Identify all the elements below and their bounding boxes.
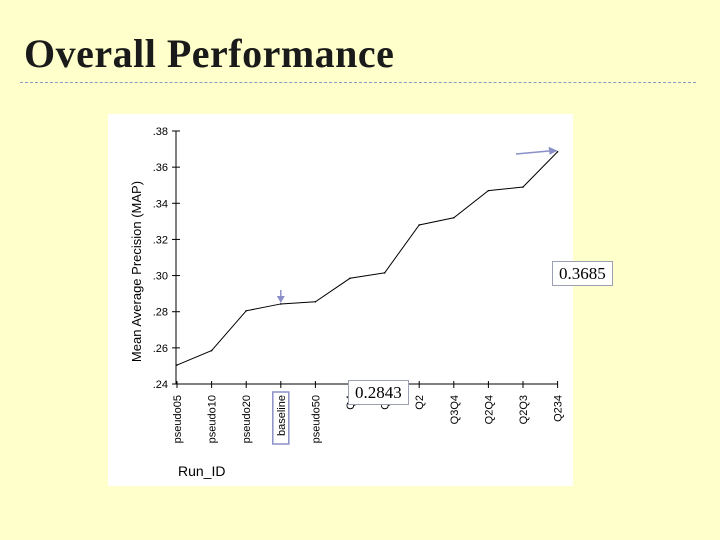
data-point — [210, 349, 213, 352]
y-tick-label: .24 — [153, 379, 168, 391]
max-value-callout: 0.3685 — [552, 261, 613, 286]
y-tick-label: .36 — [153, 162, 168, 174]
data-point — [314, 300, 317, 303]
y-tick-label: .34 — [153, 198, 168, 210]
x-tick-label-q234: Q234 — [553, 395, 565, 422]
y-tick-label: .32 — [153, 234, 168, 246]
x-tick-label-q2q3: Q2Q3 — [518, 395, 530, 424]
x-tick-label-q2: Q2 — [414, 395, 426, 410]
x-tick-label-baseline: baseline — [276, 395, 288, 436]
x-tick-label-q3q4: Q3Q4 — [449, 395, 461, 424]
y-tick-label: .26 — [153, 343, 168, 355]
x-tick-label-pseudo05: pseudo05 — [172, 395, 184, 443]
x-axis-label: Run_ID — [178, 463, 225, 479]
max-callout-arrow — [515, 150, 552, 155]
map-series-line — [176, 151, 558, 366]
x-tick-label-q2q4: Q2Q4 — [483, 395, 495, 424]
data-point — [383, 272, 386, 274]
y-tick-label: .28 — [153, 307, 168, 319]
data-point — [522, 186, 524, 188]
x-tick-label-pseudo20: pseudo20 — [241, 395, 253, 443]
map-line-chart: .24 .26 .28 .30 .32 .34 .36 .38 pseudo05 pseudo1… — [129, 126, 565, 479]
data-point — [418, 224, 421, 226]
data-point — [487, 189, 490, 192]
y-tick-label: .30 — [153, 271, 168, 283]
data-point — [453, 216, 455, 219]
x-tick-label-pseudo10: pseudo10 — [207, 395, 219, 443]
y-axis-label: Mean Average Precision (MAP) — [129, 181, 144, 362]
data-point — [280, 303, 282, 305]
data-point — [176, 364, 178, 366]
data-point — [556, 150, 559, 153]
y-tick-label: .38 — [153, 126, 168, 138]
baseline-highlight-box — [272, 391, 290, 445]
baseline-value-callout: 0.2843 — [348, 380, 409, 405]
data-point — [245, 310, 247, 312]
chart-panel: .24 .26 .28 .30 .32 .34 .36 .38 pseudo05 pseudo1… — [108, 114, 613, 486]
title-divider — [20, 82, 696, 83]
data-point — [349, 277, 351, 280]
slide-title: Overall Performance — [24, 31, 395, 76]
x-tick-label-pseudo50: pseudo50 — [310, 395, 322, 443]
baseline-callout-arrowhead — [276, 295, 285, 303]
max-callout-arrowhead — [548, 146, 558, 155]
